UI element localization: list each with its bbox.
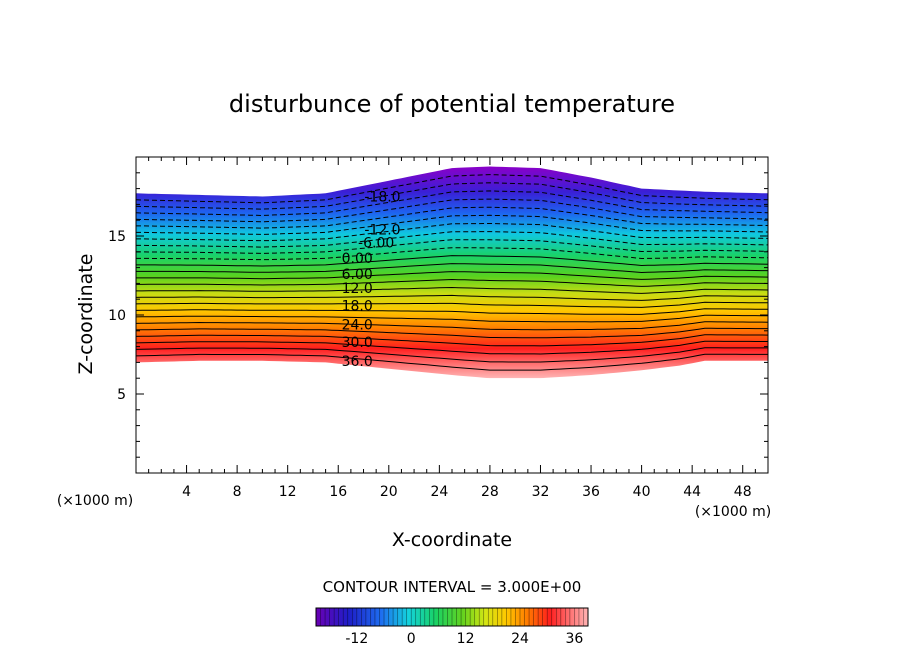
- contour-label: -6.00: [358, 235, 394, 251]
- contour-label: 12.0: [342, 281, 373, 297]
- y-tick-label: 5: [117, 387, 126, 403]
- colorbar-tick-label: 36: [565, 631, 583, 647]
- contour-line: [136, 239, 768, 254]
- contour-lines: [136, 174, 768, 371]
- contour-label: -12.0: [364, 223, 400, 239]
- contour-line: [136, 340, 768, 355]
- y-tick-label: 10: [108, 308, 126, 324]
- contour-label: 6.00: [342, 267, 373, 283]
- contour-label: 24.0: [342, 317, 373, 333]
- contour-line: [136, 198, 768, 223]
- contour-line: [136, 206, 768, 229]
- contour-label: 18.0: [342, 299, 373, 315]
- x-tick-label: 32: [532, 484, 550, 500]
- contour-line: [136, 278, 768, 287]
- chart-title: disturbunce of potential temperature: [229, 90, 675, 118]
- x-tick-label: 24: [430, 484, 448, 500]
- contour-line: [136, 334, 768, 347]
- x-tick-label: 40: [633, 484, 651, 500]
- y-axis-label: Z-coordinate: [75, 254, 97, 375]
- contour-line: [136, 294, 768, 301]
- contour-line: [136, 327, 768, 339]
- y-axis: 5 10 15: [108, 172, 768, 458]
- contour-line: [136, 255, 768, 267]
- x-tick-label: 36: [582, 484, 600, 500]
- colorbar-tick-label: 0: [407, 631, 416, 647]
- x-axis: 4 8 12 16 20 24 28 32 36 40 44 48: [148, 157, 756, 500]
- contour-line: [136, 263, 768, 274]
- x-tick-label: 28: [481, 484, 499, 500]
- x-tick-label: 4: [182, 484, 191, 500]
- contour-line: [136, 301, 768, 308]
- contour-line: [136, 321, 768, 331]
- x-tick-label: 20: [380, 484, 398, 500]
- contour-line: [136, 271, 768, 280]
- x-unit-left: (×1000 m): [57, 493, 133, 509]
- contour-line: [136, 214, 768, 235]
- contour-line: [136, 286, 768, 294]
- x-tick-label: 12: [279, 484, 297, 500]
- x-tick-label: 16: [329, 484, 347, 500]
- colorbar-tick-label: -12: [345, 631, 368, 647]
- contour-line: [136, 231, 768, 248]
- colorbar-tick-label: 24: [511, 631, 529, 647]
- colorbar-tick-label: 12: [457, 631, 475, 647]
- contour-interval-text: CONTOUR INTERVAL = 3.000E+00: [323, 578, 582, 596]
- contour-line: [136, 174, 768, 204]
- colorbar: -12 0 12 24 36: [315, 607, 589, 647]
- contour-label: 0.00: [342, 251, 373, 267]
- contour-label: 30.0: [342, 335, 373, 351]
- contour-line: [136, 190, 768, 217]
- contour-line: [136, 247, 768, 261]
- contour-line: [136, 314, 768, 323]
- contour-line: [136, 308, 768, 315]
- x-tick-label: 48: [734, 484, 752, 500]
- contour-line: [136, 347, 768, 363]
- contour-label: 36.0: [342, 354, 373, 370]
- x-tick-label: 8: [233, 484, 242, 500]
- contour-line: [136, 182, 768, 210]
- colorbar-divisions: [320, 608, 584, 626]
- contour-line: [136, 353, 768, 371]
- x-tick-label: 44: [683, 484, 701, 500]
- y-tick-label: 15: [108, 229, 126, 245]
- contour-line: [136, 223, 768, 242]
- x-unit-right: (×1000 m): [695, 504, 771, 520]
- colorbar-ticks: -12 0 12 24 36: [345, 631, 583, 647]
- contour-label: -18.0: [364, 190, 400, 206]
- x-axis-label: X-coordinate: [392, 529, 512, 551]
